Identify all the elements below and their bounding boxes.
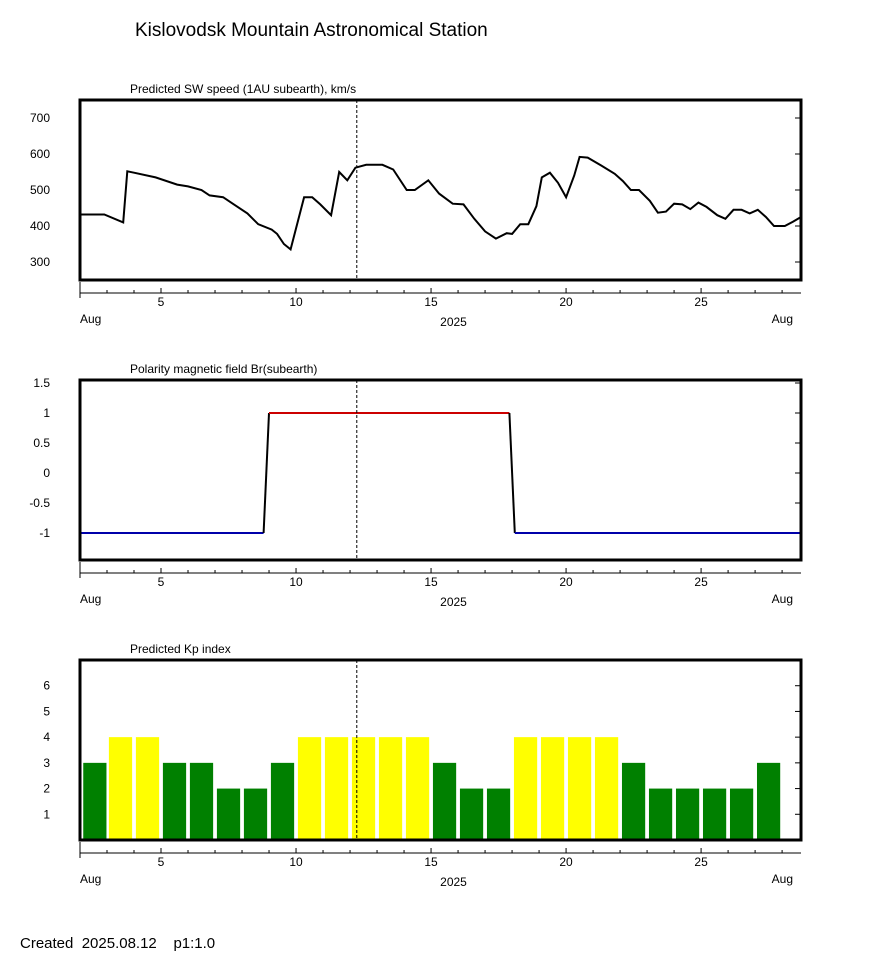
polarity-line-transition <box>262 412 270 534</box>
kp-bar <box>243 788 268 840</box>
chart-title: Predicted SW speed (1AU subearth), km/s <box>130 82 356 96</box>
y-tick-label: 1 <box>43 807 50 821</box>
chart-title: Polarity magnetic field Br(subearth) <box>130 362 317 376</box>
y-tick-label: -0.5 <box>29 496 50 510</box>
kp-bar <box>702 788 727 840</box>
kp-bar <box>135 737 160 840</box>
plot-frame <box>78 378 803 562</box>
y-tick-label: 1 <box>43 406 50 420</box>
y-tick-label: 300 <box>30 255 50 269</box>
y-tick-label: 500 <box>30 183 50 197</box>
kp-bar <box>621 762 646 840</box>
plot-frame <box>78 98 803 282</box>
x-tick-label: 10 <box>289 295 303 309</box>
x-tick-label: 5 <box>158 295 165 309</box>
kp-bar <box>648 788 673 840</box>
kp-bar <box>297 737 322 840</box>
kp-bar <box>594 737 619 840</box>
y-tick-label: 600 <box>30 147 50 161</box>
created-footer: Created 2025.08.12 p1:1.0 <box>20 935 216 952</box>
kp-bar <box>108 737 133 840</box>
x-end-month-label: Aug <box>772 592 793 606</box>
x-start-month-label: Aug <box>80 312 101 326</box>
y-tick-label: 2 <box>43 782 50 796</box>
kp-bar <box>189 762 214 840</box>
x-year-label: 2025 <box>440 315 467 329</box>
x-tick-label: 25 <box>694 575 708 589</box>
chart-title: Predicted Kp index <box>130 642 231 656</box>
kp-bar <box>270 762 295 840</box>
kp-bar <box>729 788 754 840</box>
kp-bar <box>540 737 565 840</box>
kp-bar <box>756 762 781 840</box>
y-tick-label: 0 <box>43 466 50 480</box>
x-end-month-label: Aug <box>772 872 793 886</box>
kp-bar <box>83 762 107 840</box>
y-tick-label: 1.5 <box>33 376 50 390</box>
kp-bar <box>216 788 241 840</box>
x-tick-label: 15 <box>424 575 438 589</box>
kp-bar <box>405 737 430 840</box>
x-tick-label: 20 <box>559 855 573 869</box>
polarity-line-transition <box>508 412 516 534</box>
x-tick-label: 15 <box>424 855 438 869</box>
x-tick-label: 10 <box>289 855 303 869</box>
kp-bar <box>432 762 457 840</box>
x-tick-label: 5 <box>158 855 165 869</box>
plot-frame <box>78 658 803 842</box>
x-year-label: 2025 <box>440 595 467 609</box>
kp-bar <box>459 788 484 840</box>
x-year-label: 2025 <box>440 875 467 889</box>
x-tick-label: 20 <box>559 575 573 589</box>
kp-bar <box>513 737 538 840</box>
kp-bar <box>324 737 349 840</box>
kp-bar <box>162 762 187 840</box>
kp-bar <box>567 737 592 840</box>
x-tick-label: 25 <box>694 855 708 869</box>
kp-bar <box>675 788 700 840</box>
kp-bar <box>351 737 376 840</box>
kp-bar <box>378 737 403 840</box>
y-tick-label: 3 <box>43 756 50 770</box>
y-tick-label: 700 <box>30 111 50 125</box>
x-tick-label: 25 <box>694 295 708 309</box>
y-tick-label: 5 <box>43 704 50 718</box>
y-tick-label: 6 <box>43 679 50 693</box>
y-tick-label: -1 <box>39 526 50 540</box>
x-tick-label: 20 <box>559 295 573 309</box>
chart-panel-1: Predicted SW speed (1AU subearth), km/s 3… <box>30 82 803 329</box>
y-tick-label: 0.5 <box>33 436 50 450</box>
x-start-month-label: Aug <box>80 592 101 606</box>
x-end-month-label: Aug <box>772 312 793 326</box>
y-tick-label: 4 <box>43 730 50 744</box>
sw-speed-line <box>80 155 802 252</box>
x-tick-label: 10 <box>289 575 303 589</box>
x-tick-label: 5 <box>158 575 165 589</box>
kp-bar <box>486 788 511 840</box>
y-tick-label: 400 <box>30 219 50 233</box>
chart-panel-2: Polarity magnetic field Br(subearth) -1 -0… <box>29 362 803 609</box>
x-start-month-label: Aug <box>80 872 101 886</box>
x-tick-label: 15 <box>424 295 438 309</box>
page-title: Kislovodsk Mountain Astronomical Station <box>135 20 488 41</box>
